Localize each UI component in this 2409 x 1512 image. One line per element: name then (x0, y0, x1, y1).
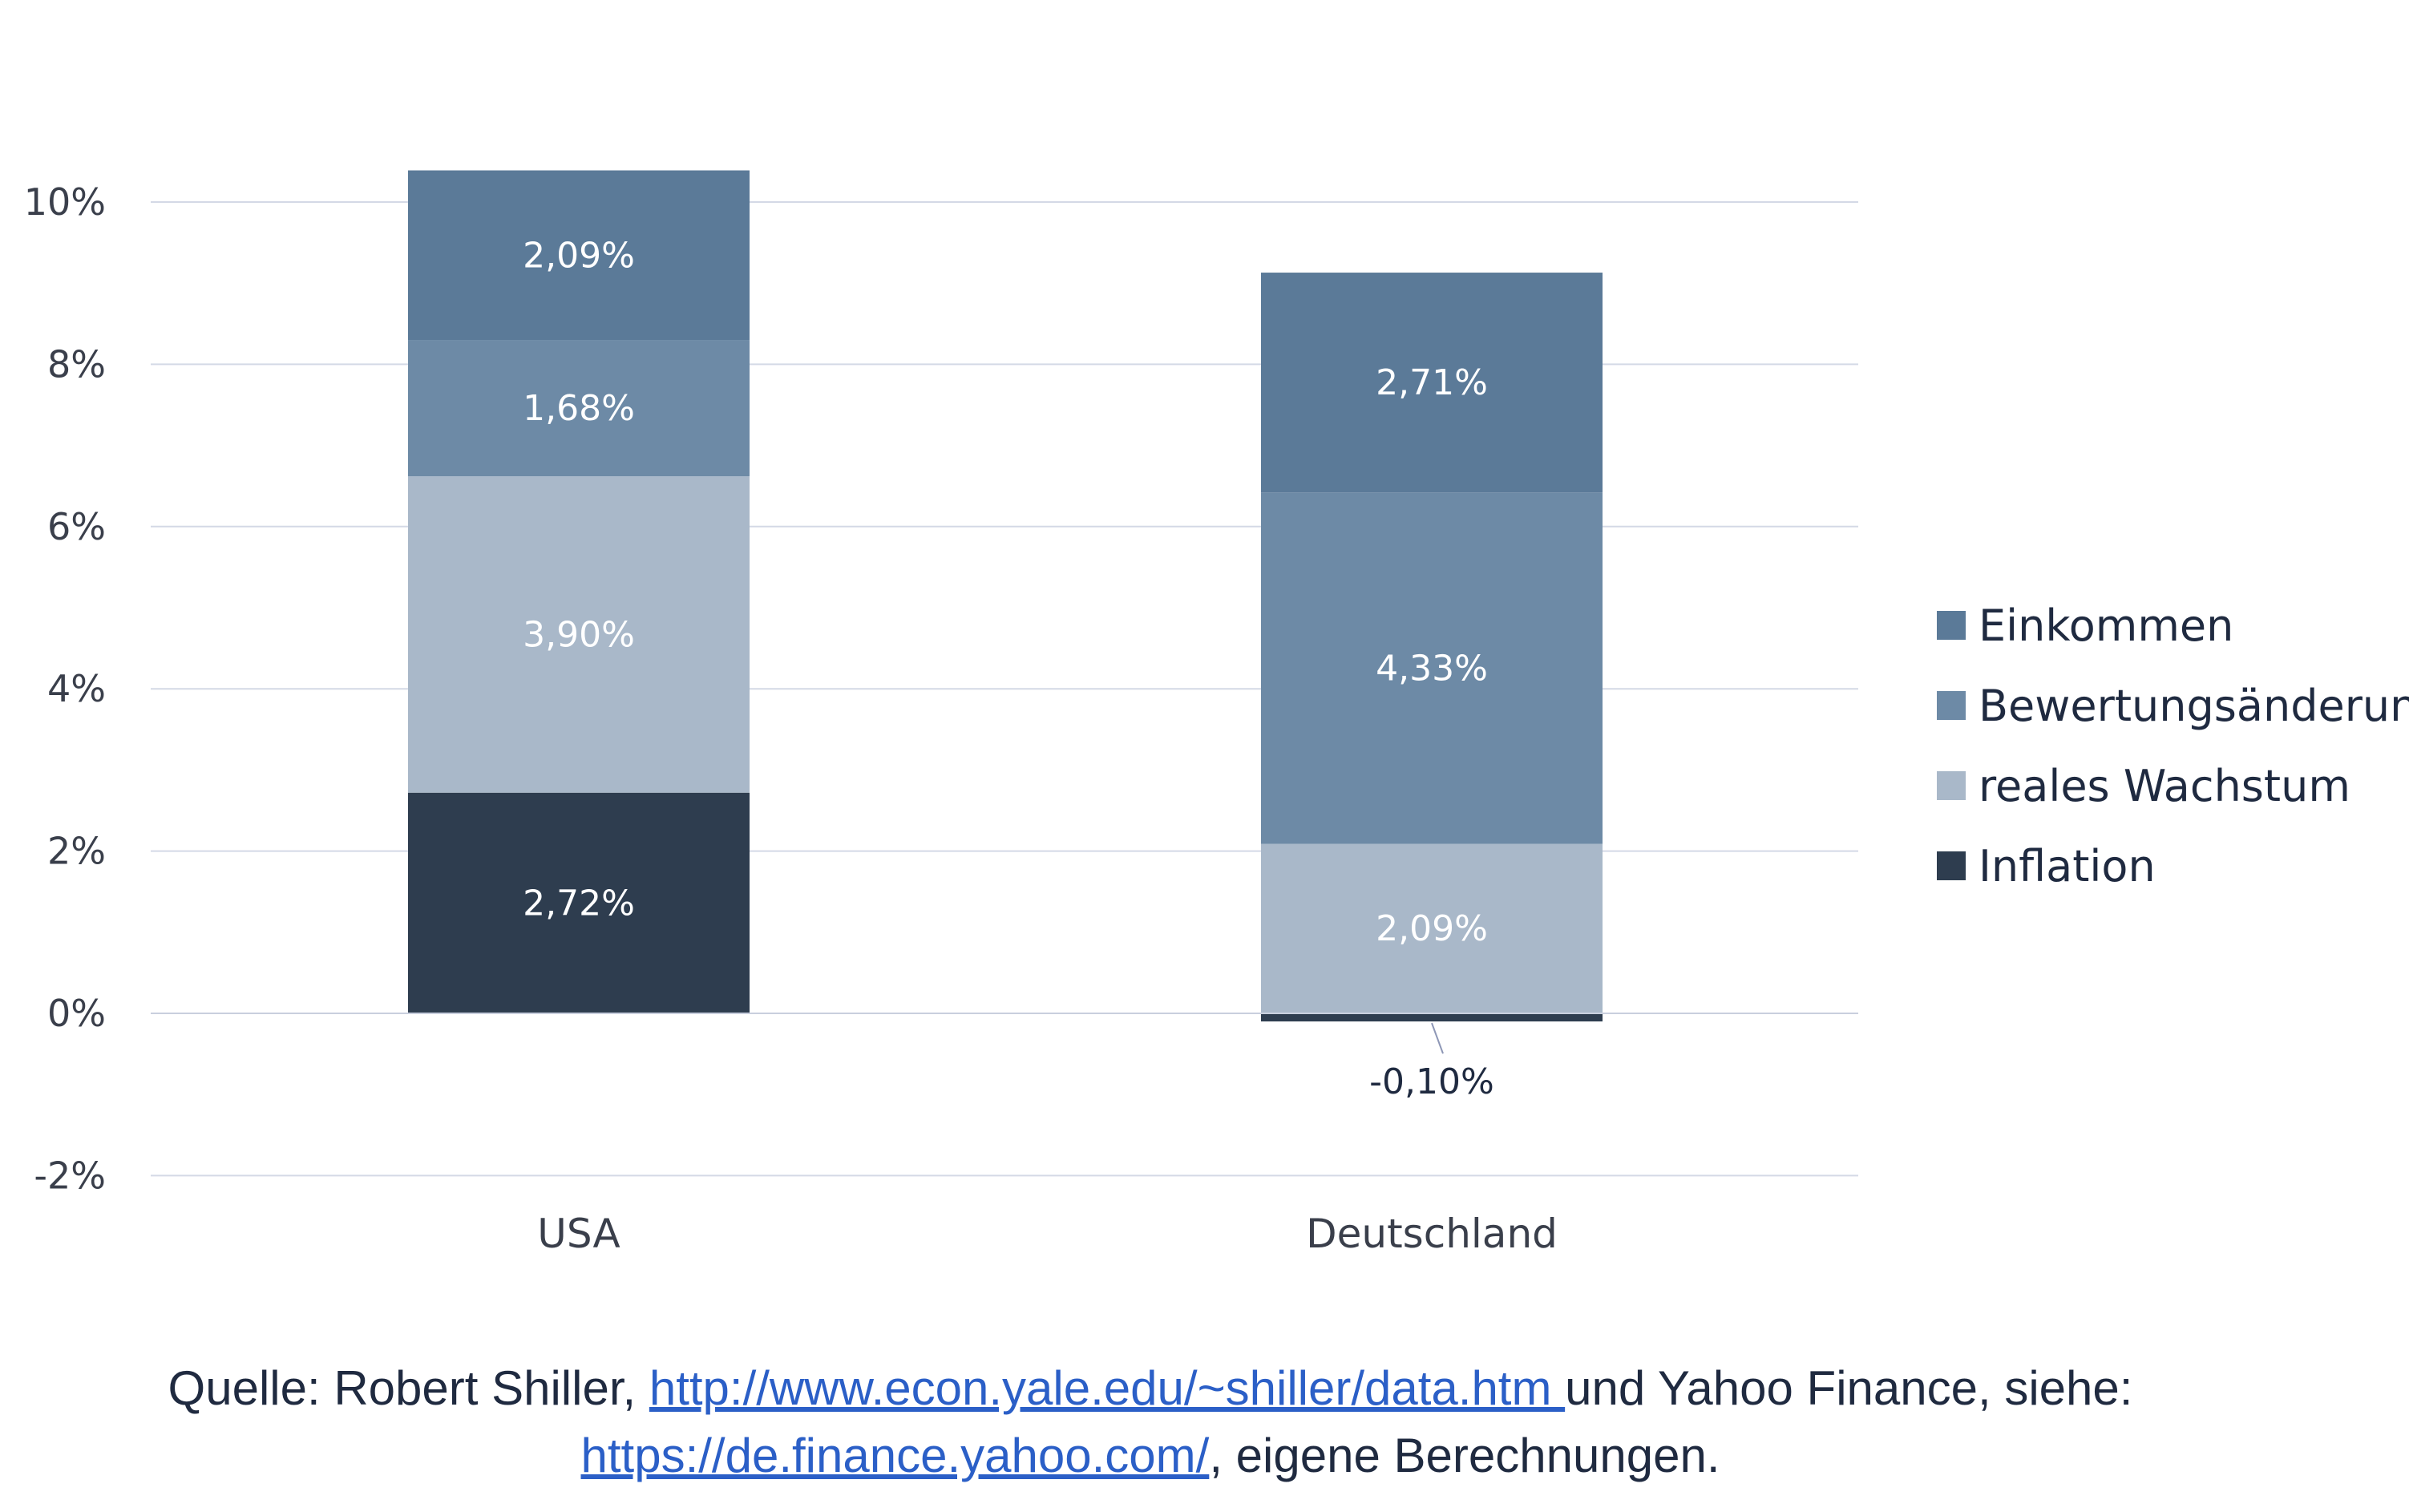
legend-swatch (1937, 691, 1966, 720)
label-leader-line (1431, 1022, 1444, 1054)
legend: Einkommen Bewertungsänderung reales Wachst… (1937, 600, 2409, 891)
source-link-yahoo[interactable]: https://de.finance.yahoo.com/ (580, 1429, 1210, 1482)
legend-swatch (1937, 771, 1966, 800)
data-label: -0,10% (1369, 1061, 1494, 1102)
bar-segment (408, 340, 750, 477)
data-label: 1,68% (523, 388, 635, 429)
source-suffix: , eigene Berechnungen. (1209, 1429, 1720, 1482)
legend-item: reales Wachstum (1937, 761, 2350, 811)
legend-item: Bewertungsänderung (1937, 681, 2409, 731)
legend-swatch (1937, 611, 1966, 640)
source-link-shiller[interactable]: http://www.econ.yale.edu/~shiller/data.h… (649, 1361, 1566, 1415)
bar-segment (1261, 1013, 1603, 1022)
legend-swatch (1937, 851, 1966, 880)
x-category-label: USA (537, 1211, 620, 1257)
data-label: 2,71% (1376, 362, 1488, 403)
legend-item: Inflation (1937, 841, 2156, 891)
data-label: 4,33% (1376, 648, 1488, 689)
bar-segment (1261, 273, 1603, 493)
y-tick-label: 0% (47, 992, 106, 1035)
x-category-label: Deutschland (1306, 1211, 1558, 1257)
bar-segment (408, 792, 750, 1013)
bar-segment (1261, 843, 1603, 1013)
y-axis-ticks: 10% 8% 6% 4% 2% 0% -2% (24, 180, 106, 1197)
y-tick-label: 2% (47, 830, 106, 873)
data-label: 2,72% (523, 883, 635, 924)
source-middle: und Yahoo Finance, siehe: (1565, 1361, 2133, 1415)
y-tick-label: 4% (47, 667, 106, 710)
y-tick-label: 6% (47, 505, 106, 548)
legend-item: Einkommen (1937, 600, 2233, 651)
stacked-bar-chart: 10% 8% 6% 4% 2% 0% -2% 2,72% 3,90% 1,68% 2,09% -0,… (24, 170, 2409, 1257)
bar-segment (408, 170, 750, 341)
source-prefix: Quelle: Robert Shiller, (168, 1361, 649, 1415)
y-tick-label: -2% (34, 1154, 106, 1197)
bar-segment (1261, 492, 1603, 844)
y-tick-label: 8% (47, 342, 106, 386)
x-axis-labels: USA Deutschland (537, 1211, 1558, 1257)
legend-label: reales Wachstum (1979, 761, 2350, 811)
legend-label: Inflation (1979, 841, 2156, 891)
bar-segment (408, 476, 750, 793)
data-label: 2,09% (1376, 908, 1488, 949)
source-note: Quelle: Robert Shiller, http://www.econ.… (0, 1355, 2301, 1490)
bars: 2,72% 3,90% 1,68% 2,09% -0,10% 2,09% 4,33% 2,71… (151, 170, 1858, 1102)
data-label: 2,09% (523, 235, 635, 276)
legend-label: Einkommen (1979, 600, 2233, 651)
y-tick-label: 10% (24, 180, 106, 224)
legend-label: Bewertungsänderung (1979, 681, 2409, 731)
data-label: 3,90% (523, 614, 635, 655)
